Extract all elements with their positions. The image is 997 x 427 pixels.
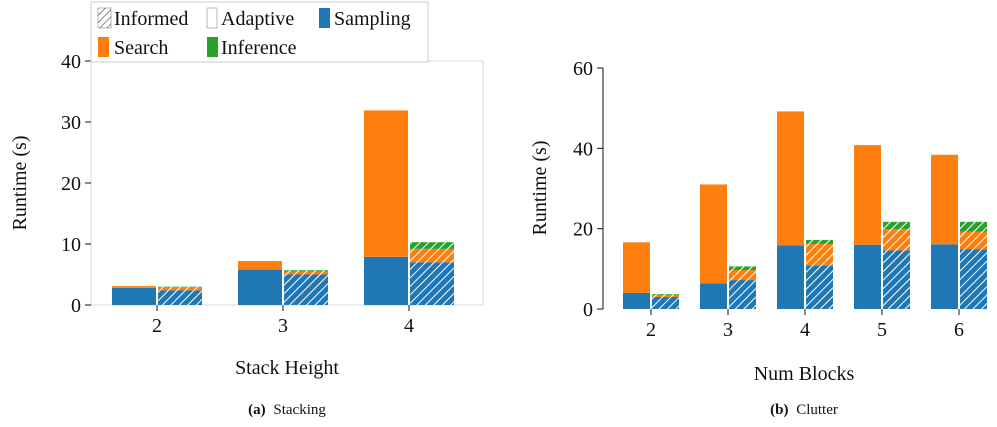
chart-b-bar-adaptive-sampling (700, 283, 727, 309)
chart-b-bar-adaptive-sampling (777, 245, 804, 309)
chart-b-bar-hatch (883, 229, 910, 251)
chart-a-x-tick-label: 2 (152, 315, 162, 337)
chart-b-bar-adaptive-sampling (854, 244, 881, 309)
chart-b-bar-adaptive-search (854, 145, 881, 245)
legend-swatch-inference (207, 37, 218, 57)
chart-b-y-ticks: 0 20 40 60 (573, 58, 603, 321)
legend-label-inference: Inference (221, 37, 297, 59)
chart-b-x-tick-label: 2 (646, 319, 656, 341)
legend-swatch-search (98, 37, 109, 57)
chart-a-bar-adaptive-sampling (364, 256, 408, 305)
chart-b-caption-tag: (b) (770, 402, 788, 418)
chart-a-x-tick-label: 3 (278, 315, 288, 337)
chart-a-bar-hatch (158, 290, 202, 305)
chart-b-caption: (b) Clutter (770, 402, 838, 418)
chart-b-x-tick-label: 6 (954, 319, 964, 341)
chart-a-caption: (a) Stacking (248, 402, 326, 418)
chart-b-bar-hatch (883, 250, 910, 309)
chart-b-bar-hatch (806, 243, 833, 266)
chart-b-bar-hatch (960, 221, 987, 232)
chart-a-y-ticks: 0 10 20 30 40 (61, 51, 91, 317)
chart-b-bar-hatch (960, 249, 987, 309)
chart-a-bar-hatch (284, 270, 328, 272)
chart-a-bar-adaptive-sampling (112, 287, 156, 305)
legend-label-adaptive: Adaptive (221, 8, 294, 30)
chart-a-y-tick-label: 10 (61, 234, 81, 256)
legend-label-sampling: Sampling (334, 8, 411, 30)
chart-b-bar-hatch (883, 221, 910, 230)
chart-a-xlabel: Stack Height (235, 357, 339, 379)
chart-b-bar-hatch (960, 231, 987, 250)
chart-a-y-tick-label: 40 (61, 51, 81, 73)
chart-b-bar-adaptive-search (623, 242, 650, 293)
chart-a-x-ticks: 2 3 4 (152, 305, 414, 337)
chart-a-bars (112, 110, 454, 305)
chart-b-bar-hatch (806, 265, 833, 309)
chart-a-ylabel: Runtime (s) (9, 136, 31, 231)
chart-b-y-tick-label: 20 (573, 219, 593, 241)
chart-a: 0 10 20 30 40 2 3 4 Runtime (s) Stack Height (… (9, 51, 484, 418)
chart-a-caption-text: Stacking (273, 402, 326, 418)
legend: Informed Adaptive Sampling Search Infere… (90, 1, 429, 63)
chart-b-caption-text: Clutter (796, 402, 838, 418)
chart-a-caption-tag: (a) (248, 402, 266, 418)
chart-a-bar-hatch (284, 271, 328, 275)
chart-b-bars (623, 111, 987, 309)
chart-b-bar-hatch (806, 239, 833, 244)
legend-swatch-sampling (319, 8, 330, 28)
legend-swatch-adaptive (206, 7, 218, 29)
legend-swatch-informed-hatch (98, 8, 111, 28)
chart-a-bar-adaptive-search (238, 261, 282, 270)
chart-b-bar-hatch (652, 294, 679, 295)
chart-b-x-tick-label: 3 (723, 319, 733, 341)
chart-a-x-tick-label: 4 (404, 315, 414, 337)
chart-a-bar-hatch (158, 287, 202, 291)
chart-a-bar-adaptive-sampling (238, 269, 282, 305)
chart-a-y-tick-label: 0 (71, 295, 81, 317)
legend-box (90, 1, 429, 63)
chart-a-bar-hatch (410, 242, 454, 249)
chart-a-bar-hatch (410, 248, 454, 263)
chart-b-bar-adaptive-sampling (623, 292, 650, 309)
legend-label-search: Search (114, 37, 168, 59)
chart-b-bar-adaptive-search (777, 111, 804, 246)
chart-b-bar-hatch (652, 296, 679, 309)
chart-b-bar-hatch (652, 294, 679, 297)
chart-a-bar-hatch (158, 286, 202, 288)
chart-b-bar-hatch (729, 266, 756, 271)
chart-a-bar-hatch (410, 262, 454, 305)
chart-a-y-tick-label: 20 (61, 173, 81, 195)
chart-b-bar-adaptive-search (931, 154, 958, 245)
chart-b-bar-hatch (729, 280, 756, 309)
chart-a-bar-adaptive-search (112, 286, 156, 288)
chart-b-ylabel: Runtime (s) (529, 141, 551, 236)
chart-b-y-tick-label: 40 (573, 138, 593, 160)
chart-a-bar-adaptive-search (364, 110, 408, 257)
chart-b-bar-hatch (729, 270, 756, 281)
chart-b-y-tick-label: 0 (583, 299, 593, 321)
chart-b-x-tick-label: 4 (800, 319, 810, 341)
chart-b: 0 20 40 60 2 3 4 5 6 Runtime (s) Num Blocks (b)… (529, 58, 987, 418)
chart-b-x-ticks: 2 3 4 5 6 (646, 309, 964, 341)
chart-b-bar-adaptive-sampling (931, 244, 958, 309)
chart-a-bar-hatch (284, 274, 328, 305)
chart-b-xlabel: Num Blocks (754, 363, 855, 385)
chart-b-x-tick-label: 5 (877, 319, 887, 341)
chart-b-bar-adaptive-search (700, 184, 727, 284)
chart-b-y-tick-label: 60 (573, 58, 593, 80)
chart-a-y-tick-label: 30 (61, 112, 81, 134)
legend-label-informed: Informed (114, 8, 188, 30)
